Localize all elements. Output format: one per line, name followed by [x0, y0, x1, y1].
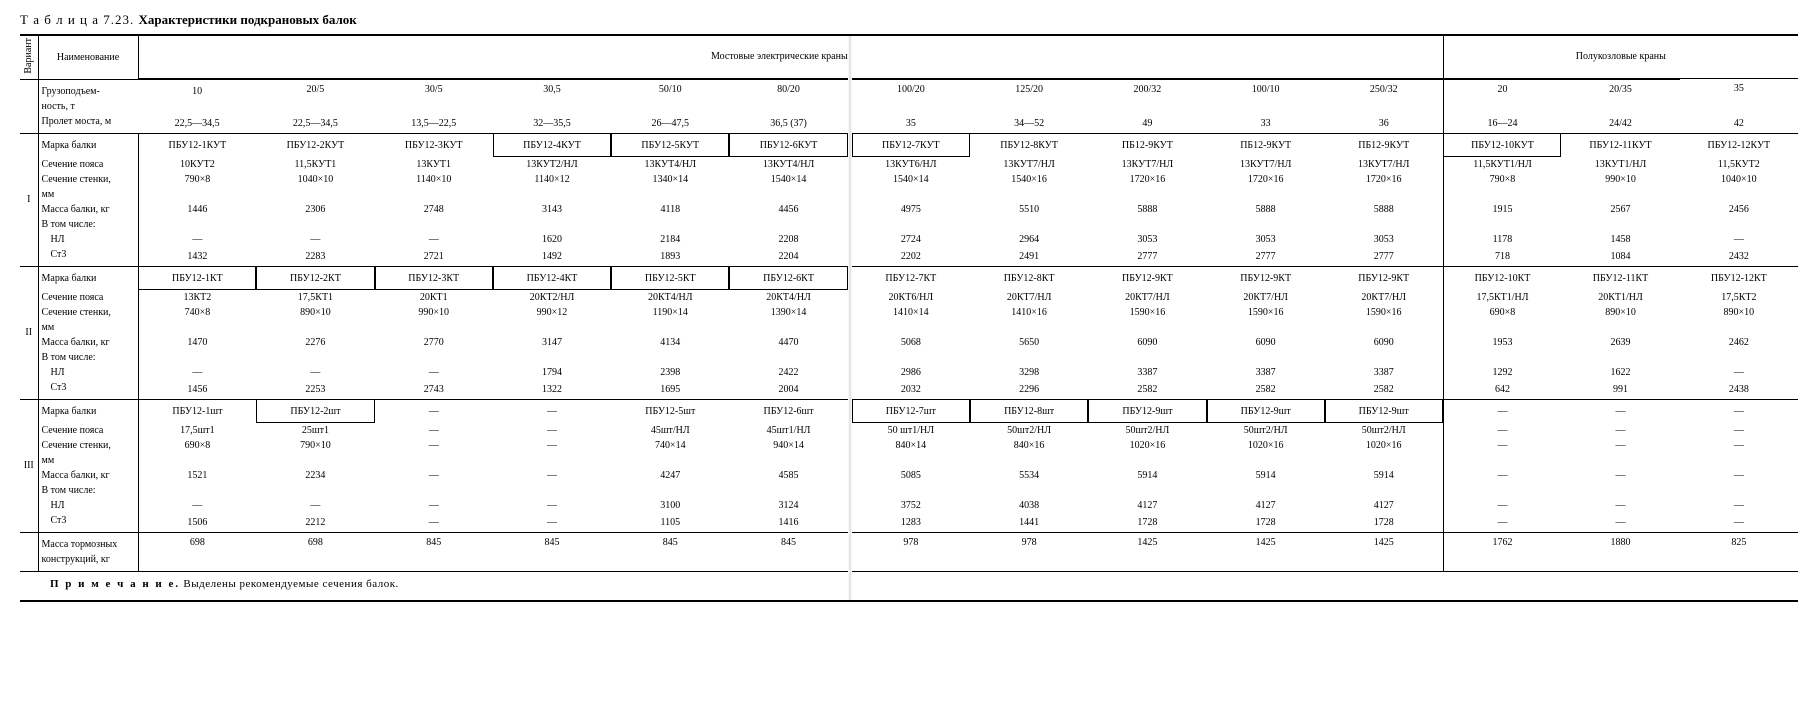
- row-mass: Масса балки, кг 144623062748314341184456…: [20, 202, 1798, 217]
- table-title: Т а б л и ц а 7.23. Характеристики подкр…: [20, 12, 1798, 28]
- title-label: Т а б л и ц а 7.23.: [20, 12, 134, 27]
- main-table: Вариант Наименование Мостовые электричес…: [20, 34, 1798, 602]
- variant-2: II: [20, 266, 38, 399]
- cell: 10: [138, 79, 256, 99]
- header-gantry: Полукозловые краны: [1443, 35, 1798, 78]
- header-bridge-right: [852, 35, 1443, 78]
- header-name: Наименование: [38, 35, 138, 79]
- row-nl: НЛ ———162021842208 27242964305330533053 …: [20, 232, 1798, 247]
- title-text: Характеристики подкрановых балок: [139, 12, 357, 27]
- row-load: Грузоподъем-: [38, 79, 138, 99]
- variant-1: I: [20, 133, 38, 266]
- table-note: П р и м е ч а н и е. Выделены рекомендуе…: [20, 571, 1798, 601]
- header-bridge-left: Мостовые электрические краны: [138, 35, 848, 78]
- variant-3: III: [20, 399, 38, 532]
- row-web: Сечение стенки, 790×81040×101140×101140×…: [20, 172, 1798, 187]
- row-span: Пролет моста, м: [38, 114, 138, 134]
- header-variant: Вариант: [20, 35, 38, 79]
- row-brake: Масса тормозных 698698845845845845 97897…: [20, 532, 1798, 552]
- row-mark: Марка балки: [38, 133, 138, 157]
- row-flange: Сечение пояса 10КУТ211,5КУТ113КУТ113КУТ2…: [20, 157, 1798, 172]
